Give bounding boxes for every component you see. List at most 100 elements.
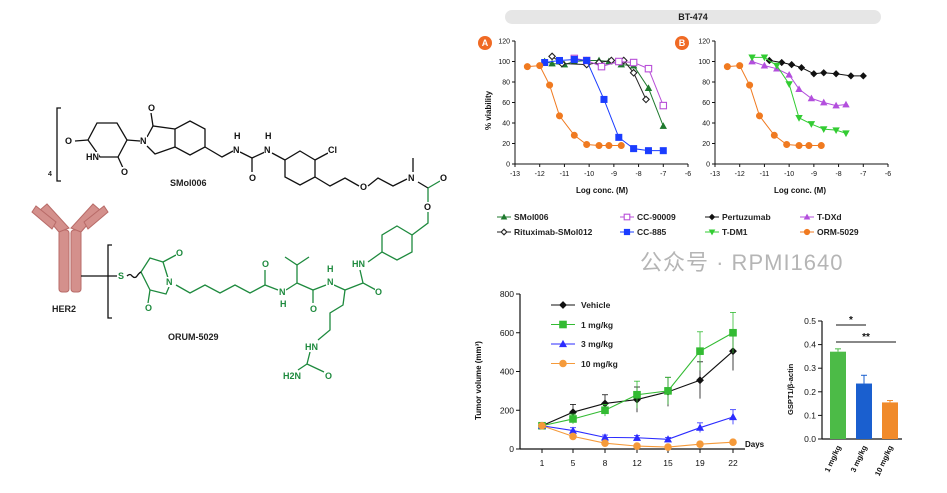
data-point-circle (583, 141, 591, 149)
data-point-diamond (629, 68, 638, 77)
bar-1-mg-kg (830, 351, 846, 439)
legend-entry: Vehicle (581, 300, 611, 310)
data-point-circle (559, 359, 567, 368)
data-point-triangle-down (760, 54, 769, 62)
data-point-diamond (559, 301, 567, 309)
y-tick-label: 0 (509, 444, 514, 454)
data-point-circle (601, 439, 609, 447)
atom-label: HN (352, 259, 365, 269)
y-tick-label: 40 (702, 121, 710, 128)
panel-a-badge: A (478, 36, 492, 50)
y-tick-label: 0.1 (804, 410, 816, 420)
data-point-triangle (663, 435, 673, 443)
data-point-circle (795, 142, 803, 150)
panel-b-badge: B (675, 36, 689, 50)
y-tick-label: 600 (500, 328, 514, 338)
series-curve (544, 58, 664, 152)
atom-label: H (234, 131, 241, 141)
data-point-square (623, 213, 631, 221)
data-point-square (569, 415, 577, 423)
legend-entry: 3 mg/kg (581, 339, 614, 349)
y-tick-label: 0.0 (804, 434, 816, 444)
y-tick-label: 400 (500, 367, 514, 377)
smol006-bonds (56, 107, 429, 189)
data-point-square (597, 62, 606, 71)
data-point-triangle (832, 101, 840, 109)
dar-subscript: 4 (48, 171, 52, 178)
y-tick-label: 20 (702, 141, 710, 148)
x-tick-label: -7 (660, 171, 666, 178)
data-point-circle (523, 63, 531, 71)
atom-label: N (279, 287, 286, 297)
x-tick-label: -6 (685, 171, 691, 178)
data-point-circle (570, 131, 578, 139)
data-point-diamond (832, 70, 840, 78)
atom-label: N (408, 173, 415, 183)
series-t-dm1 (748, 54, 850, 138)
data-point-circle (736, 62, 744, 70)
x-tick-label: 1 (540, 458, 545, 468)
y-tick-label: 0.2 (804, 387, 816, 397)
adc-name: ORUM-5029 (168, 332, 219, 342)
legend-entry: T-DM1 (722, 227, 748, 237)
data-point-circle (536, 62, 544, 70)
x-tick-label: 22 (728, 458, 738, 468)
payload-name: SMol006 (170, 178, 207, 188)
data-point-diamond (797, 64, 806, 72)
series-line (541, 350, 734, 427)
data-point-square (615, 57, 623, 66)
data-point-square (601, 406, 609, 415)
data-point-circle (817, 142, 825, 150)
x-tick-label: 1 mg/kg (823, 444, 843, 474)
x-tick-label: -11 (560, 171, 570, 178)
atom-label: O (262, 259, 270, 269)
series-10-mg-kg (538, 421, 737, 451)
x-tick-label: -13 (510, 171, 520, 178)
series-orm-5029 (523, 62, 625, 150)
data-point-circle (805, 142, 813, 150)
x-tick-label: -8 (635, 171, 641, 178)
atom-label: H2N (283, 371, 302, 381)
x-tick-label: -9 (811, 171, 817, 178)
legend-entry: CC-90009 (637, 212, 676, 222)
data-point-triangle (500, 213, 508, 220)
y-tick-label: 200 (500, 405, 514, 415)
series-1-mg-kg (538, 312, 737, 430)
data-point-circle (605, 142, 613, 150)
atom-label: O (121, 167, 129, 177)
data-point-diamond (859, 72, 867, 80)
data-point-square (583, 56, 591, 64)
legend-entry: SMol006 (514, 212, 549, 222)
data-point-triangle (728, 412, 738, 421)
data-point-square (629, 58, 638, 67)
data-point-circle (696, 440, 704, 448)
data-point-diamond (847, 72, 855, 80)
legend-entry: 1 mg/kg (581, 319, 614, 330)
data-point-triangle (820, 98, 828, 106)
data-point-square (644, 64, 653, 73)
watermark: 公众号 · RPMI1640 (640, 250, 844, 275)
data-point-diamond (810, 70, 818, 78)
data-point-triangle-down (820, 126, 828, 133)
atom-label: O (375, 287, 383, 297)
y-tick-label: 0 (506, 162, 510, 169)
data-point-square (644, 147, 652, 155)
data-point-triangle-down (795, 115, 803, 122)
x-tick-label: 3 mg/kg (849, 444, 869, 474)
data-point-triangle (659, 122, 667, 129)
y-tick-label: 60 (702, 100, 710, 107)
atom-label: O (145, 303, 153, 313)
legend-entry: Rituximab-SMol012 (514, 227, 593, 237)
data-point-diamond (820, 69, 828, 77)
data-point-circle (569, 432, 577, 441)
data-point-square (559, 320, 567, 329)
x-tick-label: 8 (603, 458, 608, 468)
series-vehicle (538, 331, 737, 430)
data-point-triangle (695, 423, 705, 431)
data-point-circle (617, 142, 625, 150)
y-tick-label: 0.4 (804, 340, 816, 350)
atom-label: H (327, 264, 334, 274)
tumor-xlabel: Days (745, 440, 765, 449)
